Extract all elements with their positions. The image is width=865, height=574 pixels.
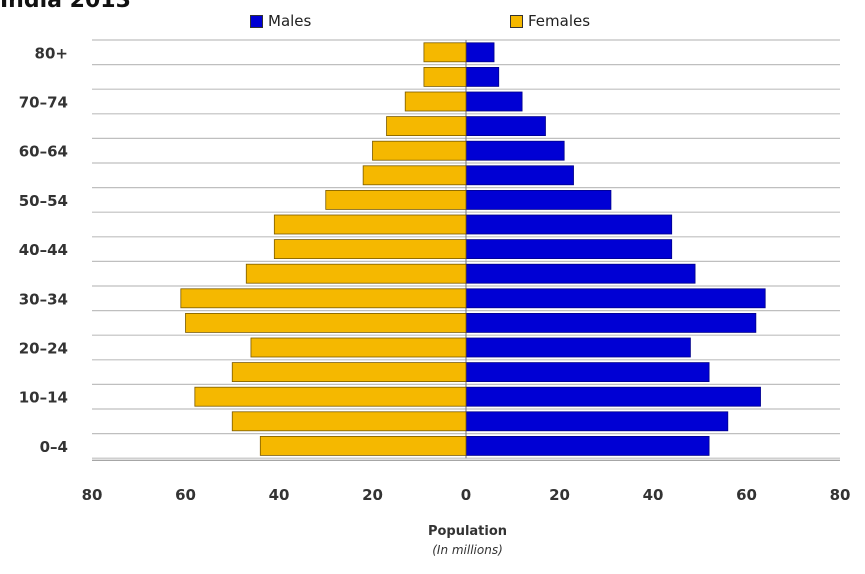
y-tick-label: 20–24	[19, 340, 68, 358]
y-tick-label: 30–34	[19, 290, 68, 308]
bar-males	[465, 165, 574, 186]
legend-swatch-males	[250, 14, 263, 28]
chart-title: India 2013	[0, 0, 131, 13]
y-tick-label: 40–44	[19, 241, 68, 259]
y-tick-label: 70–74	[19, 94, 68, 112]
bar-males	[465, 362, 710, 383]
bar-females	[325, 189, 467, 210]
x-tick-label: 20	[549, 486, 570, 504]
bar-males	[465, 411, 729, 432]
bar-males	[465, 116, 546, 136]
bar-females	[250, 337, 467, 358]
bar-females	[386, 116, 467, 136]
bar-females	[259, 435, 467, 456]
x-axis-sublabel: (In millions)	[432, 543, 503, 557]
x-axis-label: Population	[427, 524, 508, 539]
bar-males	[465, 435, 710, 456]
bar-females	[245, 263, 467, 284]
y-tick-label: 10–14	[19, 389, 68, 407]
x-tick-label: 20	[362, 486, 383, 504]
bar-males	[465, 386, 761, 407]
y-tick-label: 0–4	[40, 438, 68, 456]
bar-females	[423, 67, 467, 87]
x-tick-label: 0	[461, 486, 471, 504]
bar-females	[372, 140, 467, 161]
bar-males	[465, 214, 673, 235]
bar-males	[465, 312, 757, 333]
x-tick-label: 40	[269, 486, 290, 504]
bar-males	[465, 337, 691, 358]
bar-males	[465, 189, 612, 210]
bar-females	[180, 288, 467, 309]
bar-females	[362, 165, 467, 186]
legend-males: Males	[250, 12, 311, 30]
bar-males	[465, 288, 766, 309]
bar-males	[465, 140, 565, 161]
bar-females	[194, 386, 467, 407]
bar-males	[465, 42, 495, 63]
y-tick-label: 80+	[35, 44, 68, 62]
y-tick-label: 50–54	[19, 192, 68, 210]
legend-label-males: Males	[268, 12, 312, 30]
bar-females	[231, 411, 467, 432]
y-tick-label: 60–64	[19, 143, 68, 161]
bar-males	[465, 67, 500, 87]
x-tick-label: 60	[175, 486, 196, 504]
x-tick-label: 40	[643, 486, 664, 504]
bar-females	[404, 91, 467, 112]
x-tick-label: 80	[82, 486, 103, 504]
bar-males	[465, 239, 673, 260]
bar-females	[231, 362, 467, 383]
bar-females	[273, 214, 467, 235]
legend-label-females: Females	[528, 12, 591, 30]
bar-females	[273, 239, 467, 260]
bar-females	[185, 312, 467, 333]
bar-males	[465, 263, 696, 284]
bar-females	[423, 42, 467, 63]
legend-swatch-females	[510, 14, 523, 28]
bar-males	[465, 91, 523, 112]
legend-females: Females	[510, 12, 590, 30]
x-tick-label: 60	[736, 486, 757, 504]
x-tick-label: 80	[830, 486, 851, 504]
